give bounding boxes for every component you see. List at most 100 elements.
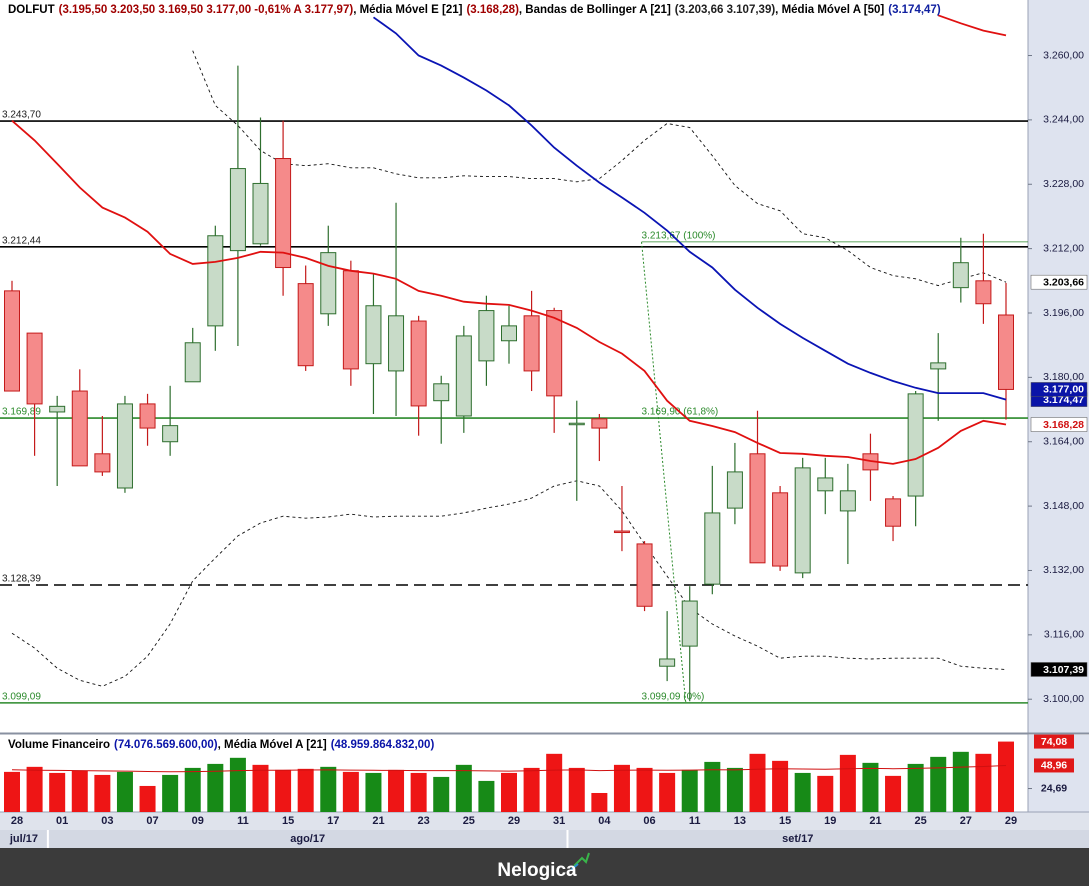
price-plot: 3.243,70 3.212,44 3.169,89 3.128,39 3.099,09…: [0, 14, 1028, 704]
price-badge-label: 3.168,28: [1043, 419, 1084, 431]
volume-bar: [975, 753, 992, 812]
candle-body: [26, 332, 43, 405]
candle-body: [71, 390, 88, 467]
volume-bar: [952, 751, 969, 812]
candle-body: [139, 403, 156, 429]
volume-bar: [704, 761, 721, 812]
candle-body: [726, 471, 743, 509]
volume-bar: [930, 756, 947, 812]
candle-body: [410, 320, 427, 407]
x-tick-label: 21: [372, 815, 384, 827]
volume-badge-label: 74,08: [1041, 736, 1067, 748]
volume-bar: [772, 760, 789, 812]
level-label: 3.128,39: [2, 574, 41, 585]
price-badge-label: 3.107,39: [1043, 664, 1084, 676]
y-tick-label: 3.196,00: [1043, 307, 1084, 319]
candle-body: [433, 383, 450, 402]
candle-body: [794, 467, 811, 574]
volume-bar: [885, 775, 902, 812]
price-badge-label: 3.203,66: [1043, 276, 1084, 288]
candle-body: [885, 498, 902, 527]
month-label: ago/17: [290, 833, 325, 845]
volume-bar: [275, 769, 292, 812]
chart-legend: DOLFUT (3.195,50 3.203,50 3.169,50 3.177,…: [8, 4, 941, 16]
candle-body: [749, 453, 766, 564]
volume-bar: [636, 767, 653, 812]
x-tick-label: 13: [734, 815, 746, 827]
legend-value: (3.168,28): [466, 4, 519, 16]
x-tick-label: 29: [1005, 815, 1017, 827]
candle-body: [49, 405, 66, 413]
volume-bar: [71, 770, 88, 812]
volume-badge: [1034, 734, 1074, 749]
y-tick-label: 3.148,00: [1043, 500, 1084, 512]
price-badge: [1030, 662, 1088, 677]
level-label: 3.169,89: [2, 407, 41, 418]
x-tick-label: 28: [11, 815, 23, 827]
candle-body: [342, 270, 359, 370]
candle-body: [478, 310, 495, 362]
fib-label: 3.099,09 (0%): [642, 692, 705, 703]
legend-separator: ,: [218, 739, 224, 751]
volume-bar: [229, 757, 246, 812]
candle-body: [952, 262, 969, 289]
volume-bar: [184, 767, 201, 812]
volume-bar: [252, 764, 269, 812]
month-label: jul/17: [9, 833, 38, 845]
candle-body: [4, 290, 20, 392]
price-badge-label: 3.174,47: [1043, 394, 1084, 406]
volume-bar: [794, 772, 811, 812]
candle-body: [501, 325, 517, 342]
level-label: 3.212,44: [2, 235, 41, 246]
candle-body: [275, 158, 292, 269]
volume-bar: [613, 764, 630, 812]
legend-value: (74.076.569.600,00): [114, 739, 218, 751]
legend-name: Média Móvel A [21]: [224, 739, 327, 751]
volume-badge-label: 48,96: [1041, 760, 1067, 772]
x-tick-label: 06: [643, 815, 655, 827]
overlay: 3.260,00 3.244,00 3.228,00 3.212,00 3.196,00…: [8, 4, 1088, 848]
x-tick-label: 07: [146, 815, 158, 827]
x-tick-label: 21: [869, 815, 881, 827]
volume-bar: [591, 792, 608, 812]
candle-body: [817, 477, 834, 492]
volume-bar: [139, 785, 156, 812]
month-separator: [46, 830, 49, 848]
legend-separator: ,: [775, 4, 781, 16]
candle-body: [704, 512, 721, 585]
candle-body: [930, 362, 947, 370]
legend-name: Média Móvel E [21]: [360, 4, 463, 16]
volume-legend: Volume Financeiro (74.076.569.600,00), Mé…: [8, 739, 434, 751]
volume-bar: [433, 776, 450, 812]
x-tick-label: 17: [327, 815, 339, 827]
volume-bar: [523, 767, 540, 812]
volume-plot: [4, 741, 1014, 812]
symbol: DOLFUT: [8, 4, 55, 16]
legend-name: Bandas de Bollinger A [21]: [525, 4, 671, 16]
y-tick-label: 3.180,00: [1043, 371, 1084, 383]
x-tick-label: 29: [508, 815, 520, 827]
y-tick-label: 3.260,00: [1043, 49, 1084, 61]
volume-bar: [162, 774, 179, 812]
brand-logo: [573, 852, 590, 867]
candle-body: [388, 315, 405, 372]
candle-body: [591, 418, 608, 429]
volume-bar: [455, 764, 472, 812]
volume-bar: [207, 763, 224, 812]
legend-separator: ,: [353, 4, 359, 16]
candle-body: [568, 422, 585, 426]
volume-bar: [659, 772, 676, 812]
candle-body: [320, 252, 337, 315]
volume-bar: [342, 771, 359, 812]
volume-bar: [297, 768, 314, 812]
brand-logo: [570, 863, 579, 871]
volume-bar: [49, 772, 66, 812]
volume-bar: [862, 762, 879, 812]
volume-average: [11, 765, 1007, 773]
volume-bar: [365, 772, 382, 812]
candle-body: [207, 235, 224, 327]
